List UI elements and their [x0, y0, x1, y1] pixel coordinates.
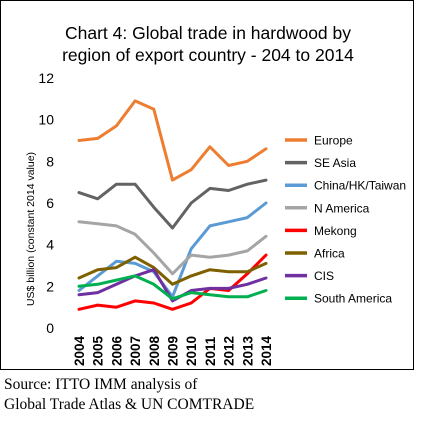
line-chart: Chart 4: Global trade in hardwood by reg…	[25, 23, 406, 366]
x-tick-label: 2012	[222, 336, 237, 366]
legend: Europe SE Asia China/HK/Taiwan N America Mek…	[285, 134, 406, 306]
chart-title-line-1: Chart 4: Global trade in hardwood by	[65, 23, 351, 43]
legend-label: Mekong	[314, 224, 357, 238]
y-tick-label: 0	[46, 320, 54, 336]
legend-label: Europe	[314, 134, 353, 148]
series-lines	[77, 99, 268, 311]
legend-label: CIS	[314, 269, 334, 283]
x-tick-label: 2004	[72, 335, 87, 366]
chart-title: Chart 4: Global trade in hardwood by reg…	[62, 23, 354, 65]
y-tick-label: 4	[46, 237, 54, 253]
series-line-cis	[77, 268, 268, 303]
x-tick-label: 2007	[128, 336, 143, 366]
y-tick-label: 12	[38, 70, 54, 86]
x-tick-label: 2014	[259, 335, 274, 366]
x-tick-label: 2010	[184, 336, 199, 366]
legend-label: China/HK/Taiwan	[314, 179, 406, 193]
y-axis-label: US$ billion (constant 2014 value)	[25, 152, 37, 306]
series-line-china-hk-taiwan	[77, 201, 268, 299]
y-tick-label: 8	[46, 153, 54, 169]
chart-frame: Chart 4: Global trade in hardwood by reg…	[0, 0, 414, 370]
legend-label: SE Asia	[314, 156, 356, 170]
series-line-europe	[77, 99, 268, 182]
legend-label: Africa	[314, 247, 345, 261]
source-line-1: Source: ITTO IMM analysis of	[4, 376, 198, 393]
series-line-n-america	[77, 220, 268, 276]
legend-label: N America	[314, 201, 370, 215]
y-tick-label: 6	[46, 195, 54, 211]
y-axis-ticks: 0 2 4 6 8 10 12	[38, 70, 54, 336]
y-tick-label: 2	[46, 278, 54, 294]
source-line-2: Global Trade Atlas & UN COMTRADE	[4, 396, 255, 413]
legend-label: South America	[314, 292, 392, 306]
x-tick-label: 2009	[166, 336, 181, 366]
x-tick-label: 2008	[147, 335, 162, 366]
source-note: Source: ITTO IMM analysis of Global Trad…	[4, 375, 418, 415]
y-tick-label: 10	[38, 112, 54, 128]
series-line-africa	[77, 255, 268, 286]
x-tick-label: 2005	[91, 335, 106, 366]
x-tick-label: 2006	[109, 335, 124, 366]
x-axis-ticks: 2004 2005 2006 2007 2008 2009 2010 2011 2012 2013…	[72, 335, 274, 366]
chart-title-line-2: region of export country - 204 to 2014	[62, 45, 354, 65]
series-line-mekong	[77, 253, 268, 311]
series-line-se-asia	[77, 178, 268, 230]
series-line-south-america	[77, 274, 268, 301]
x-tick-label: 2013	[240, 335, 255, 366]
x-tick-label: 2011	[203, 336, 218, 366]
